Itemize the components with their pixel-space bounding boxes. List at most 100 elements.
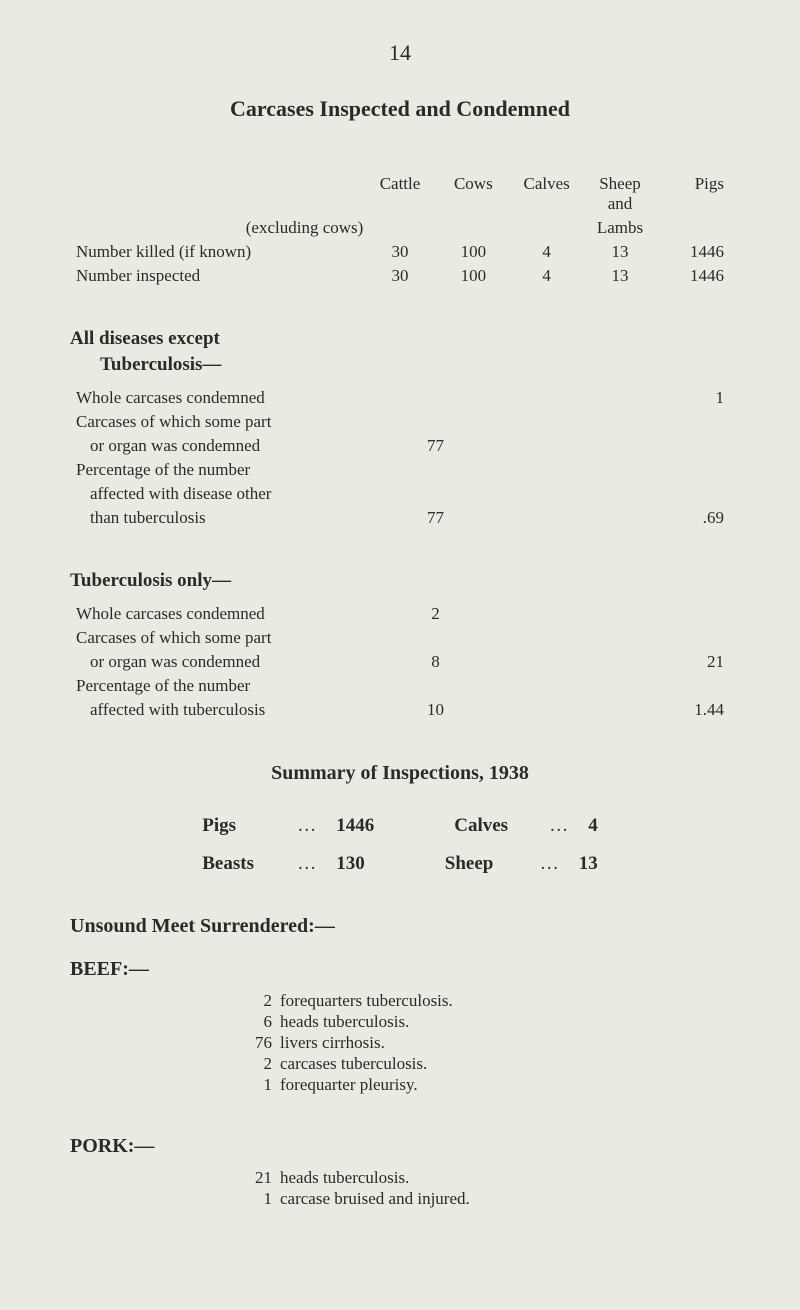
- table-header-row-1: Cattle Cows Calves Sheep and Pigs: [70, 172, 730, 216]
- table-cell: 100: [437, 240, 510, 264]
- main-title: Carcases Inspected and Condemned: [70, 96, 730, 122]
- list-item: 21 heads tuberculosis.: [250, 1168, 730, 1188]
- summary-value: 1446: [336, 815, 374, 837]
- table-cell: Carcases of which some part: [70, 410, 395, 434]
- table-row: Number inspected 30 100 4 13 1446: [70, 264, 730, 288]
- table-cell: [70, 172, 363, 216]
- summary-item-sheep: Sheep … 13: [445, 853, 598, 875]
- beef-heading: BEEF:—: [70, 958, 730, 981]
- table-row: Whole carcases condemned 2: [70, 602, 730, 626]
- pork-heading: PORK:—: [70, 1135, 730, 1158]
- table-cell: Calves: [510, 172, 583, 216]
- table-row: Percentage of the number: [70, 674, 730, 698]
- table-cell: or organ was condemned: [70, 434, 395, 458]
- description: heads tuberculosis.: [280, 1168, 409, 1188]
- count: 21: [250, 1168, 280, 1188]
- table-cell: [659, 410, 730, 434]
- table-cell: 4: [510, 264, 583, 288]
- description: forequarter pleurisy.: [280, 1075, 418, 1095]
- table-cell: 1446: [657, 264, 730, 288]
- table-cell: 8: [395, 650, 476, 674]
- description: heads tuberculosis.: [280, 1012, 409, 1032]
- table-cell: Percentage of the number: [70, 674, 395, 698]
- table-row: than tuberculosis 77 .69: [70, 506, 730, 530]
- summary-title: Summary of Inspections, 1938: [70, 762, 730, 785]
- table-row: Carcases of which some part: [70, 626, 730, 650]
- table-cell: 1: [659, 386, 730, 410]
- table-cell: [510, 216, 583, 240]
- pork-list: 21 heads tuberculosis. 1 carcase bruised…: [70, 1168, 730, 1209]
- table-cell: 77: [395, 434, 476, 458]
- summary-item-calves: Calves … 4: [454, 815, 598, 837]
- summary-label: Pigs: [202, 815, 277, 837]
- table-cell: 100: [437, 264, 510, 288]
- table-row: Number killed (if known) 30 100 4 13 144…: [70, 240, 730, 264]
- table-cell: (excluding cows): [70, 216, 363, 240]
- table-cell: Cows: [437, 172, 510, 216]
- table-cell: [395, 482, 476, 506]
- summary-item-beasts: Beasts … 130: [202, 853, 365, 875]
- table-cell: Whole carcases condemned: [70, 602, 395, 626]
- description: livers cirrhosis.: [280, 1033, 385, 1053]
- table-cell: affected with disease other: [70, 482, 395, 506]
- summary-dots: …: [297, 853, 316, 875]
- table-cell: [659, 674, 730, 698]
- list-item: 76 livers cirrhosis.: [250, 1033, 730, 1053]
- count: 1: [250, 1075, 280, 1095]
- table-cell: Cattle: [363, 172, 436, 216]
- table-cell: Number inspected: [70, 264, 363, 288]
- table-cell: .69: [659, 506, 730, 530]
- table-cell: 1.44: [659, 698, 730, 722]
- section-header-tuberculosis: Tuberculosis—: [70, 354, 730, 376]
- summary-item-pigs: Pigs … 1446: [202, 815, 374, 837]
- summary-row-2: Beasts … 130 Sheep … 13: [70, 853, 730, 875]
- table-cell: 21: [659, 650, 730, 674]
- table-cell: [363, 216, 436, 240]
- table-cell: 10: [395, 698, 476, 722]
- table-header-row-2: (excluding cows) Lambs: [70, 216, 730, 240]
- table-cell: [395, 626, 476, 650]
- table-cell: [437, 216, 510, 240]
- table-row: Whole carcases condemned 1: [70, 386, 730, 410]
- summary-dots: …: [297, 815, 316, 837]
- table-cell: 13: [583, 240, 656, 264]
- section1-table: Whole carcases condemned 1 Carcases of w…: [70, 386, 730, 530]
- table-cell: than tuberculosis: [70, 506, 395, 530]
- section-header-tb-only: Tuberculosis only—: [70, 570, 730, 592]
- list-item: 1 forequarter pleurisy.: [250, 1075, 730, 1095]
- summary-label: Beasts: [202, 853, 277, 875]
- description: carcases tuberculosis.: [280, 1054, 427, 1074]
- table-cell: Percentage of the number: [70, 458, 395, 482]
- table-row: affected with tuberculosis 10 1.44: [70, 698, 730, 722]
- list-item: 2 carcases tuberculosis.: [250, 1054, 730, 1074]
- table-cell: [659, 434, 730, 458]
- table-row: Carcases of which some part: [70, 410, 730, 434]
- list-item: 6 heads tuberculosis.: [250, 1012, 730, 1032]
- section-header-all-diseases: All diseases except: [70, 328, 730, 350]
- table-row: or organ was condemned 77: [70, 434, 730, 458]
- beef-list: 2 forequarters tuberculosis. 6 heads tub…: [70, 991, 730, 1095]
- list-item: 1 carcase bruised and injured.: [250, 1189, 730, 1209]
- list-item: 2 forequarters tuberculosis.: [250, 991, 730, 1011]
- table-cell: [395, 674, 476, 698]
- summary-value: 4: [588, 815, 598, 837]
- unsound-title: Unsound Meet Surrendered:—: [70, 915, 730, 938]
- summary-row-1: Pigs … 1446 Calves … 4: [70, 815, 730, 837]
- table-cell: Carcases of which some part: [70, 626, 395, 650]
- table-cell: 30: [363, 264, 436, 288]
- count: 6: [250, 1012, 280, 1032]
- table-cell: [659, 602, 730, 626]
- table-cell: 30: [363, 240, 436, 264]
- count: 2: [250, 991, 280, 1011]
- summary-value: 130: [336, 853, 365, 875]
- description: carcase bruised and injured.: [280, 1189, 470, 1209]
- table-cell: 4: [510, 240, 583, 264]
- table-cell: Whole carcases condemned: [70, 386, 395, 410]
- table-cell: [659, 626, 730, 650]
- table-row: affected with disease other: [70, 482, 730, 506]
- page-number: 14: [70, 40, 730, 66]
- table-cell: Sheep and: [583, 172, 656, 216]
- table-cell: 77: [395, 506, 476, 530]
- count: 76: [250, 1033, 280, 1053]
- table-cell: [395, 410, 476, 434]
